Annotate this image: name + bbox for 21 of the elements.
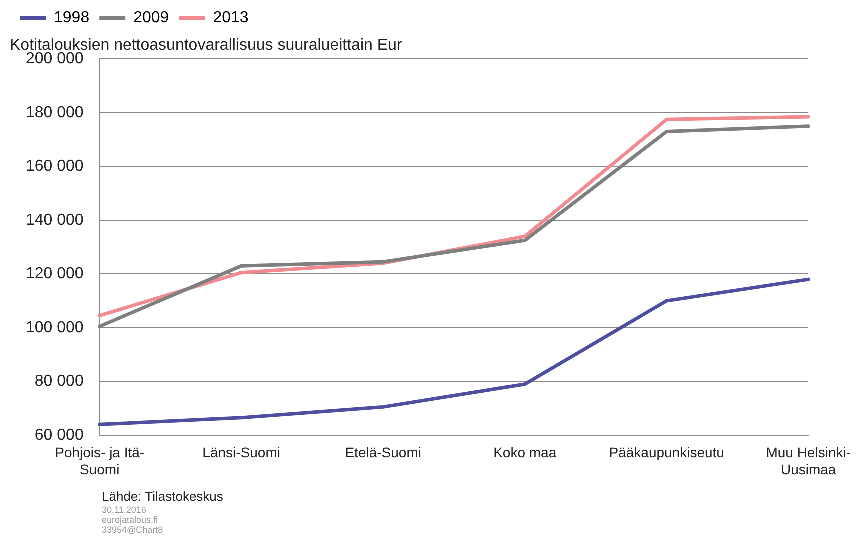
legend-label: 1998 bbox=[54, 9, 90, 26]
legend-label: 2009 bbox=[134, 9, 170, 26]
x-tick-label: Länsi-Suomi bbox=[202, 444, 281, 461]
legend-label: 2013 bbox=[213, 9, 249, 26]
y-tick-label: 60 000 bbox=[34, 426, 84, 444]
x-tick-label: Koko maa bbox=[494, 444, 557, 461]
text: Lähde: Tilastokeskus bbox=[102, 489, 224, 504]
x-tick-label: Pääkaupunkiseutu bbox=[609, 444, 724, 461]
x-tick-label: Pohjois- ja Itä-Suomi bbox=[55, 444, 145, 478]
y-tick-label: 100 000 bbox=[26, 319, 84, 336]
y-tick-label: 160 000 bbox=[26, 158, 84, 176]
y-tick-label: 80 000 bbox=[34, 373, 84, 390]
text: 30.11.2016 bbox=[102, 505, 148, 515]
text: eurojatalous.fi bbox=[102, 515, 160, 525]
x-tick-label: Etelä-Suomi bbox=[345, 444, 422, 461]
x-tick-label: Muu Helsinki-Uusimaa bbox=[766, 444, 852, 478]
text: 33954@Chart8 bbox=[102, 525, 164, 535]
y-tick-label: 140 000 bbox=[26, 212, 84, 229]
y-tick-label: 200 000 bbox=[26, 50, 84, 68]
y-tick-label: 120 000 bbox=[26, 266, 84, 283]
y-tick-label: 180 000 bbox=[26, 104, 84, 122]
